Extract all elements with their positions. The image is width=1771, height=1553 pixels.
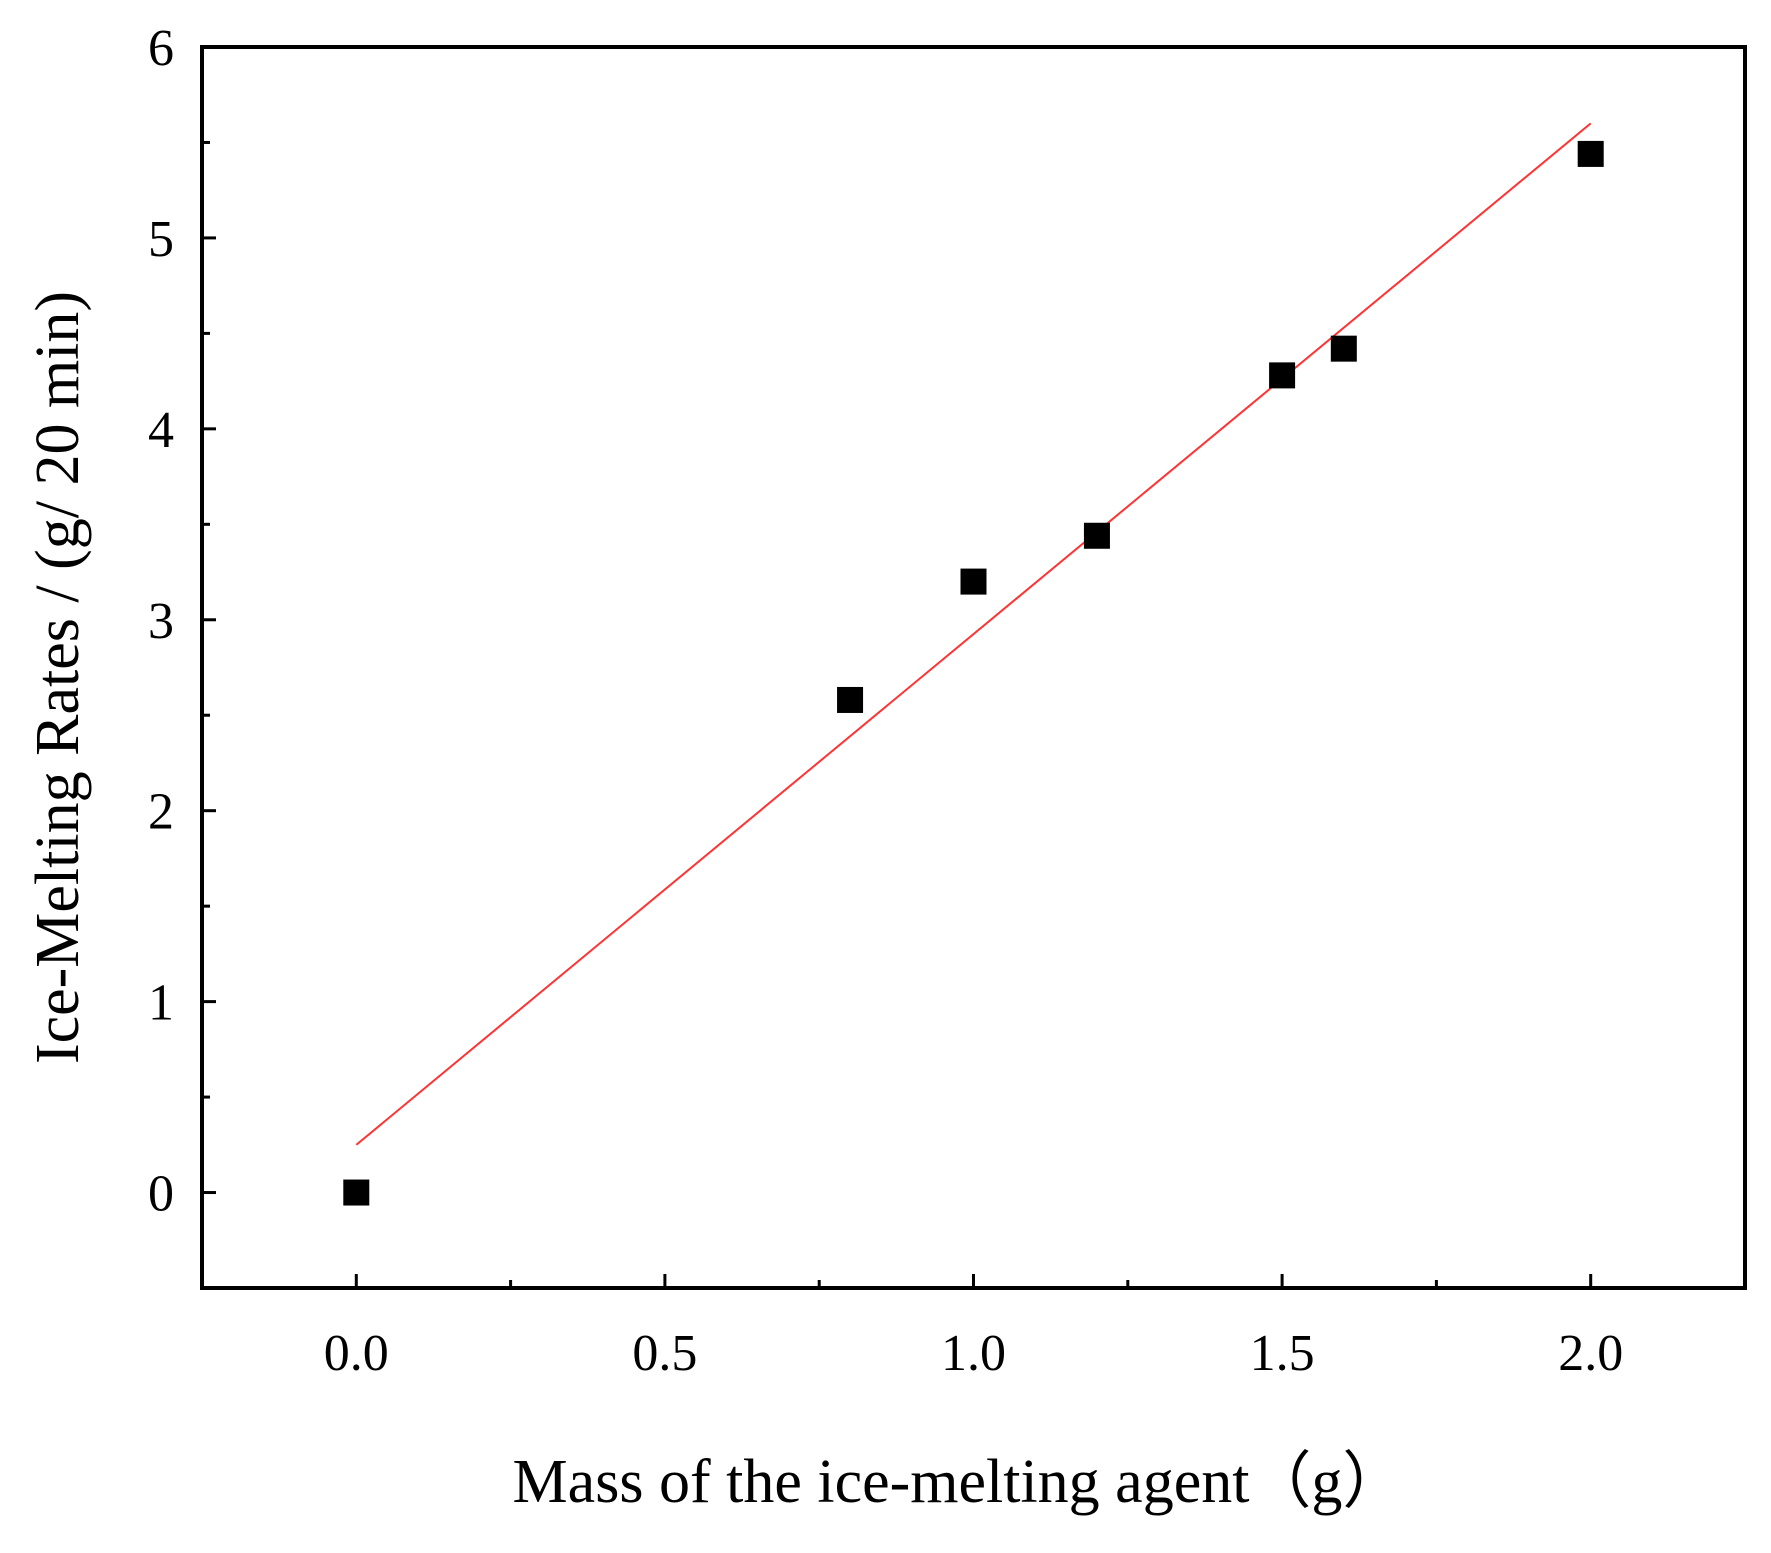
x-tick-label: 2.0	[1558, 1325, 1623, 1382]
x-tick-label: 0.5	[632, 1325, 697, 1382]
data-point	[837, 686, 864, 713]
data-point	[343, 1179, 370, 1206]
x-axis-title: Mass of the ice-melting agent（g）	[513, 1448, 1405, 1516]
y-axis-title: Ice-Melting Rates / (g/ 20 min)	[24, 291, 92, 1064]
x-tick-label: 1.0	[941, 1325, 1006, 1382]
data-point	[1083, 522, 1110, 549]
y-tick-label: 4	[148, 402, 174, 459]
x-tick-label: 0.0	[324, 1325, 389, 1382]
data-point	[960, 568, 987, 595]
y-tick-label: 5	[148, 211, 174, 268]
data-point	[1269, 362, 1296, 389]
y-tick-label: 2	[148, 784, 174, 841]
x-tick-label: 1.5	[1250, 1325, 1315, 1382]
data-point	[1577, 140, 1604, 167]
data-point	[1330, 335, 1357, 362]
y-tick-label: 0	[148, 1166, 174, 1223]
y-tick-label: 6	[148, 20, 174, 77]
axes-frame	[200, 45, 1747, 1290]
fit-line-group	[355, 122, 1592, 1146]
data-points	[343, 140, 1604, 1206]
plot-frame	[200, 45, 1747, 1290]
axis-ticks: 0.0 0.5 1.0 1.5 2.0 0 1 2 3 4 5 6	[148, 20, 1623, 1382]
y-tick-label: 1	[148, 975, 174, 1032]
fit-line	[355, 122, 1592, 1146]
y-tick-label: 3	[148, 593, 174, 650]
